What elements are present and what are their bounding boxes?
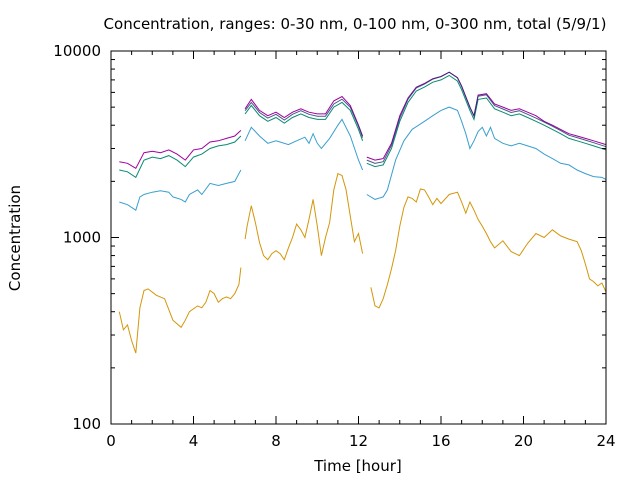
y-tick-label: 1000 (63, 229, 101, 247)
series-line-overlay-segment-2 (244, 98, 364, 138)
series-line-overlay-segment-3 (366, 71, 607, 164)
chart-title: Concentration, ranges: 0-30 nm, 0-100 nm… (104, 15, 607, 33)
series-line-range_0_30nm-segment-1 (118, 267, 242, 354)
series-line-range_0_30nm-segment-2 (244, 172, 364, 261)
y-axis-title: Concentration (6, 185, 24, 291)
series-layer (118, 71, 607, 354)
series-line-range_0_300nm-segment-2 (244, 101, 364, 141)
series-line-total-segment-3 (366, 71, 607, 161)
x-tick-label: 0 (106, 432, 116, 450)
series-line-total-segment-2 (244, 95, 364, 137)
series-line-range_0_300nm-segment-1 (119, 135, 242, 179)
y-tick-label: 100 (72, 415, 101, 433)
x-tick-label: 12 (349, 432, 368, 450)
series-line-range_0_300nm-segment-3 (366, 74, 607, 168)
x-tick-label: 20 (514, 432, 533, 450)
series-line-range_0_100nm-segment-3 (366, 106, 607, 200)
axes-layer: 0 4 8 12 16 20 24 100 1000 10000 (53, 42, 615, 450)
x-tick-label: 24 (596, 432, 615, 450)
series-line-range_0_30nm-segment-3 (370, 188, 607, 309)
x-axis-title: Time [hour] (313, 457, 402, 475)
plot-frame (110, 50, 607, 425)
x-tick-label: 8 (271, 432, 281, 450)
series-line-total-segment-1 (119, 130, 242, 170)
x-tick-label: 4 (189, 432, 199, 450)
series-line-range_0_100nm-segment-1 (119, 169, 242, 211)
x-tick-label: 16 (431, 432, 450, 450)
series-line-range_0_100nm-segment-2 (244, 118, 364, 171)
y-tick-label: 10000 (53, 42, 101, 60)
